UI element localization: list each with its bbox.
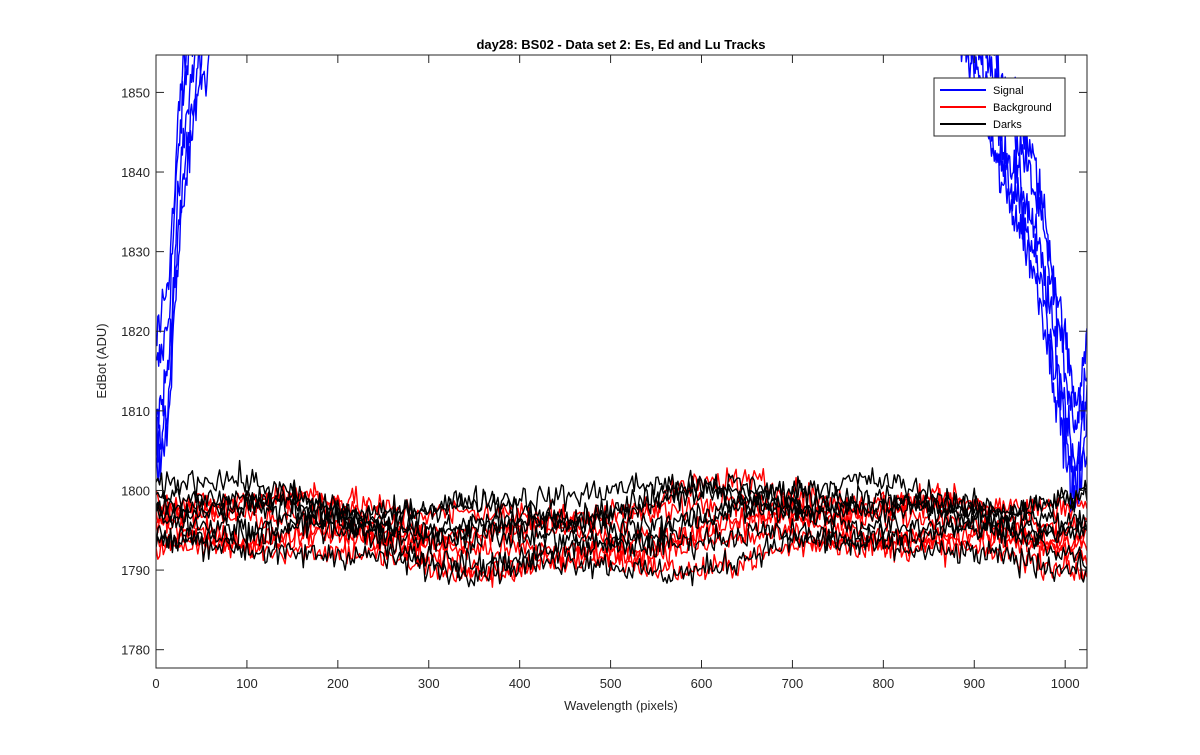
legend: Signal Background Darks xyxy=(933,77,1066,137)
y-tick-label: 1840 xyxy=(121,165,150,180)
signal-trace-left xyxy=(156,55,187,347)
y-tick-label: 1830 xyxy=(121,245,150,260)
darks-trace xyxy=(156,491,1087,555)
x-tick-label: 700 xyxy=(782,676,804,691)
x-axis-label: Wavelength (pixels) xyxy=(564,698,678,713)
y-axis-label: EdBot (ADU) xyxy=(94,323,109,398)
chart-title: day28: BS02 - Data set 2: Es, Ed and Lu … xyxy=(476,37,765,52)
signal-trace-left xyxy=(156,55,196,429)
y-tick-label: 1820 xyxy=(121,324,150,339)
x-tick-label: 100 xyxy=(236,676,258,691)
series-layer xyxy=(156,55,1087,588)
signal-trace-left xyxy=(156,55,208,468)
plot-area xyxy=(156,55,1087,668)
plot-frame xyxy=(155,54,1088,669)
x-tick-label: 500 xyxy=(600,676,622,691)
x-tick-label: 200 xyxy=(327,676,349,691)
signal-trace-left xyxy=(156,55,194,367)
signal-trace-left xyxy=(156,55,210,482)
signal-trace-right xyxy=(993,55,1087,408)
legend-label-background: Background xyxy=(993,102,1052,114)
x-tick-label: 900 xyxy=(963,676,985,691)
darks-trace xyxy=(156,525,1087,588)
x-tick-label: 600 xyxy=(691,676,713,691)
x-tick-label: 800 xyxy=(872,676,894,691)
y-tick-label: 1810 xyxy=(121,404,150,419)
y-tick-label: 1780 xyxy=(121,643,150,658)
background-trace xyxy=(156,497,1087,568)
x-tick-label: 400 xyxy=(509,676,531,691)
x-tick-label: 1000 xyxy=(1051,676,1080,691)
darks-trace xyxy=(156,459,1087,530)
x-axis-ticks: 0 100 200 300 400 500 600 700 800 900 1000 xyxy=(152,55,1080,691)
x-tick-label: 0 xyxy=(152,676,159,691)
y-tick-label: 1790 xyxy=(121,563,150,578)
y-tick-label: 1800 xyxy=(121,483,150,498)
x-tick-label: 300 xyxy=(418,676,440,691)
y-axis-ticks: 1780 1790 1800 1810 1820 1830 1840 1850 xyxy=(121,85,1087,658)
legend-label-darks: Darks xyxy=(993,119,1022,131)
y-tick-label: 1850 xyxy=(121,85,150,100)
signal-trace-right xyxy=(985,55,1087,434)
legend-label-signal: Signal xyxy=(993,85,1024,97)
